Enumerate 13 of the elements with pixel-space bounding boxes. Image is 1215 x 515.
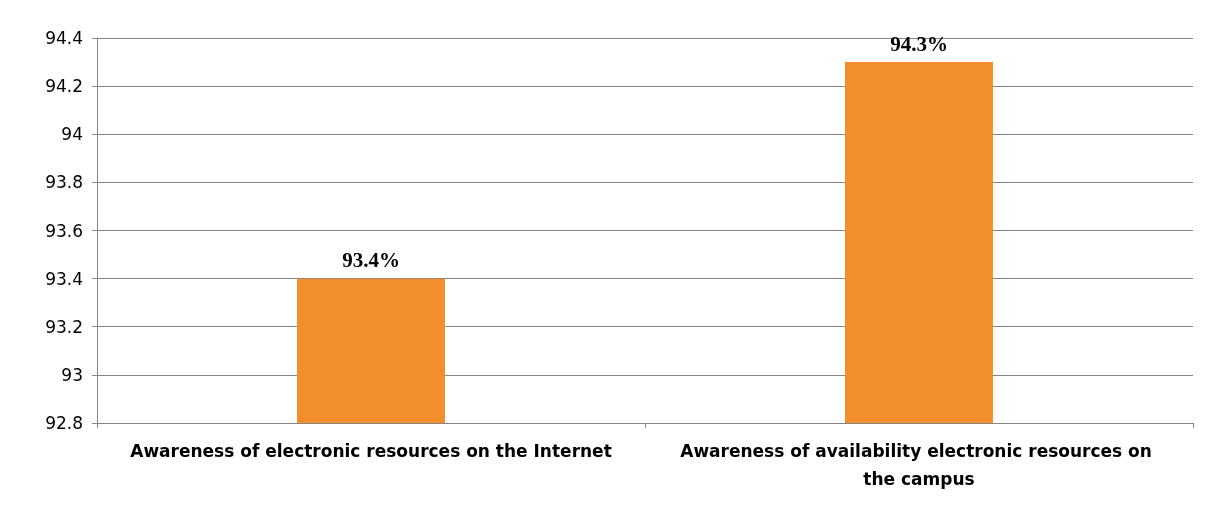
- y-tick-label: 93.6: [45, 220, 83, 241]
- data-label: 94.3%: [890, 31, 948, 56]
- data-label: 93.4%: [342, 248, 400, 273]
- y-tick-label: 93: [61, 364, 83, 385]
- y-tick-label: 94.4: [45, 28, 83, 48]
- y-tick-label: 94.2: [45, 76, 83, 97]
- y-tick-label: 93.8: [45, 172, 83, 193]
- x-tick-label: Awareness of availability electronic resources on the campus: [680, 441, 1158, 489]
- y-tick-label: 93.2: [45, 316, 83, 337]
- y-tick-label: 94: [61, 124, 83, 145]
- x-tick-label: Awareness of electronic resources on the Internet: [130, 441, 612, 461]
- y-tick-label: 92.8: [45, 413, 83, 433]
- y-tick-label: 93.4: [45, 268, 83, 289]
